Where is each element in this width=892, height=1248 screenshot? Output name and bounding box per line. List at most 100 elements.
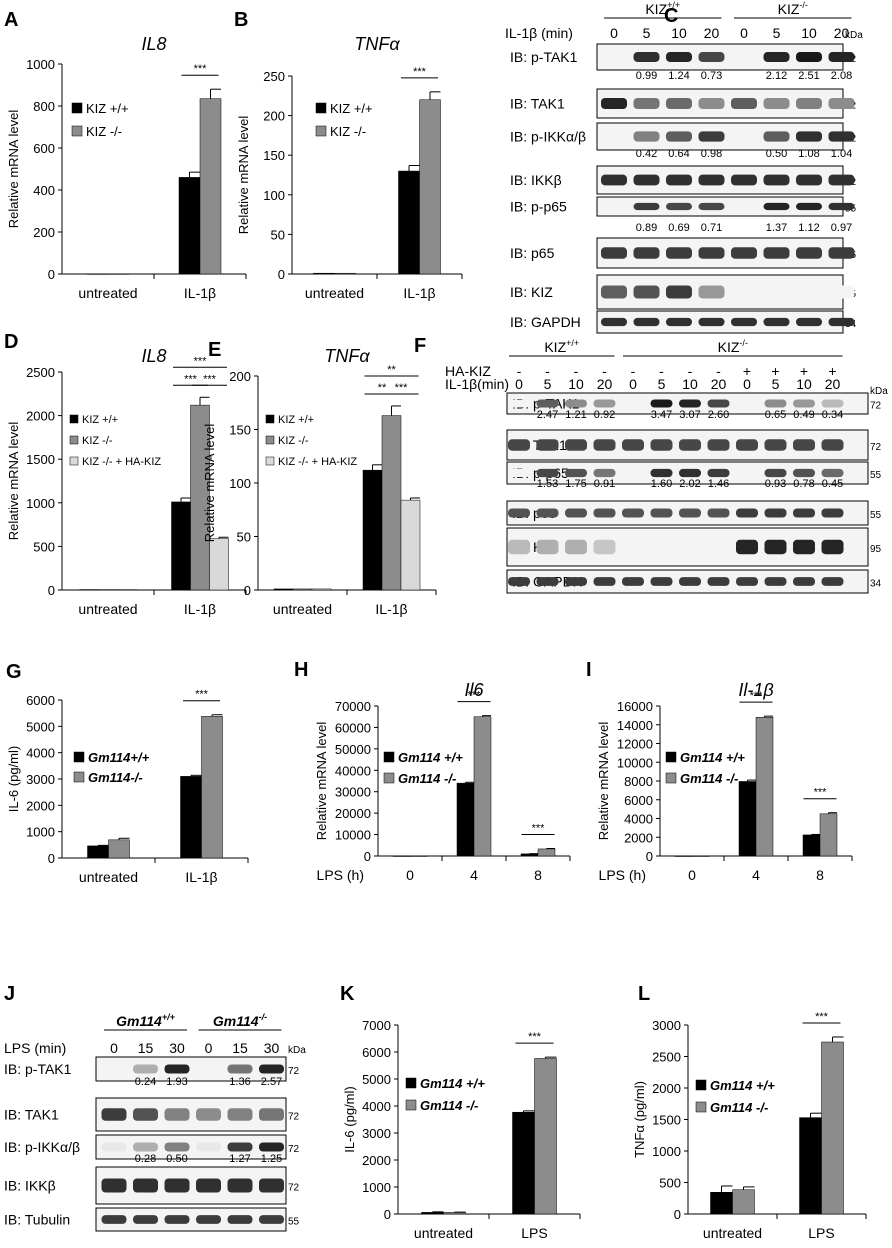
bar	[674, 855, 693, 857]
legend-entry: KIZ -/-	[330, 124, 366, 139]
band-quantification: 1.27	[229, 1153, 250, 1165]
y-tick-label: 150	[263, 148, 285, 163]
band	[508, 439, 530, 451]
band	[828, 52, 855, 62]
band	[593, 468, 616, 478]
significance-label: ***	[194, 355, 208, 367]
x-tick-label: IL-1β	[403, 285, 435, 301]
lane-label: 10	[796, 376, 812, 392]
band-quantification: 2.51	[798, 70, 819, 82]
panel-label: B	[234, 9, 248, 31]
kda-marker: 72	[288, 1183, 300, 1194]
band	[736, 539, 758, 555]
band	[793, 508, 815, 518]
band	[796, 317, 822, 327]
significance-label: ***	[750, 690, 764, 702]
legend-entry: KIZ -/- + HA-KIZ	[278, 456, 357, 468]
significance-label: ***	[814, 787, 828, 799]
band	[508, 508, 530, 518]
band	[536, 439, 559, 451]
bar	[313, 272, 335, 275]
y-tick-label: 2000	[362, 1153, 391, 1168]
panel-label: K	[340, 983, 355, 1005]
band	[650, 508, 673, 518]
panel-label: I	[586, 659, 592, 681]
bar	[117, 589, 137, 591]
y-tick-label: 0	[244, 583, 251, 598]
legend-swatch	[695, 1079, 707, 1091]
band-quantification: 1.04	[831, 148, 852, 160]
bar	[738, 781, 757, 857]
band-quantification: 1.93	[166, 1076, 187, 1088]
legend-swatch	[383, 772, 395, 784]
band	[601, 97, 627, 110]
group-label: KIZ-/-	[718, 338, 748, 355]
band	[196, 1178, 221, 1193]
band	[736, 399, 758, 408]
lane-label: 10	[801, 25, 817, 41]
band-quantification: 1.08	[798, 148, 819, 160]
band	[633, 285, 660, 299]
band-quantification: 0.91	[594, 478, 615, 490]
band	[698, 131, 725, 142]
panel-label: H	[294, 659, 308, 681]
band	[601, 285, 627, 299]
y-tick-label: 60000	[335, 720, 371, 735]
band-quantification: 2.02	[679, 478, 700, 490]
band-quantification: 2.57	[261, 1076, 282, 1088]
band-quantification: 1.12	[798, 222, 819, 234]
bar	[292, 588, 313, 591]
y-tick-label: 150	[229, 423, 251, 438]
bar	[419, 99, 441, 275]
y-tick-label: 200	[33, 225, 55, 240]
band-quantification: 0.89	[636, 222, 657, 234]
y-tick-label: 0	[646, 849, 653, 864]
band	[707, 468, 730, 478]
bar	[178, 177, 201, 275]
y-tick-label: 6000	[362, 1045, 391, 1060]
lane-label: 0	[629, 376, 637, 392]
y-tick-label: 3000	[26, 772, 55, 787]
band	[796, 202, 822, 211]
y-tick-label: 200	[229, 369, 251, 384]
significance-label: ***	[184, 373, 198, 385]
band	[133, 1108, 158, 1121]
band	[593, 577, 616, 586]
band	[736, 468, 758, 478]
blot-strip	[95, 1097, 287, 1132]
band-quantification: 1.25	[261, 1153, 282, 1165]
legend-swatch	[69, 456, 79, 466]
panel-label: J	[4, 983, 15, 1005]
kda-marker: 72	[870, 442, 882, 453]
y-tick-label: 250	[263, 69, 285, 84]
blot-row-label: IB: IKKβ	[4, 1178, 56, 1194]
panel-label: C	[664, 5, 678, 27]
band	[101, 1178, 127, 1193]
bar	[691, 855, 710, 857]
blot-row-label: IB: p-p65	[510, 199, 567, 215]
band	[679, 539, 701, 555]
band	[764, 508, 787, 518]
band-quantification: 0.24	[135, 1076, 156, 1088]
band	[731, 52, 757, 62]
band	[679, 468, 701, 478]
band	[133, 1142, 158, 1152]
band	[565, 468, 587, 478]
kda-label: kDa	[288, 1045, 306, 1056]
lane-label: -	[631, 363, 636, 379]
legend-entry: KIZ +/+	[82, 414, 118, 426]
band	[133, 1215, 158, 1224]
lane-label: 20	[597, 376, 613, 392]
legend-entry: KIZ -/- + HA-KIZ	[82, 456, 161, 468]
band	[622, 539, 644, 555]
y-tick-label: 0	[48, 267, 55, 282]
lane-label: -	[574, 363, 579, 379]
band	[650, 468, 673, 478]
y-tick-label: 4000	[362, 1099, 391, 1114]
band-quantification: 0.69	[668, 222, 689, 234]
band	[698, 317, 725, 327]
x-tick-label: 0	[406, 867, 414, 883]
band	[508, 399, 530, 408]
bar	[537, 848, 556, 857]
band	[133, 1178, 158, 1193]
